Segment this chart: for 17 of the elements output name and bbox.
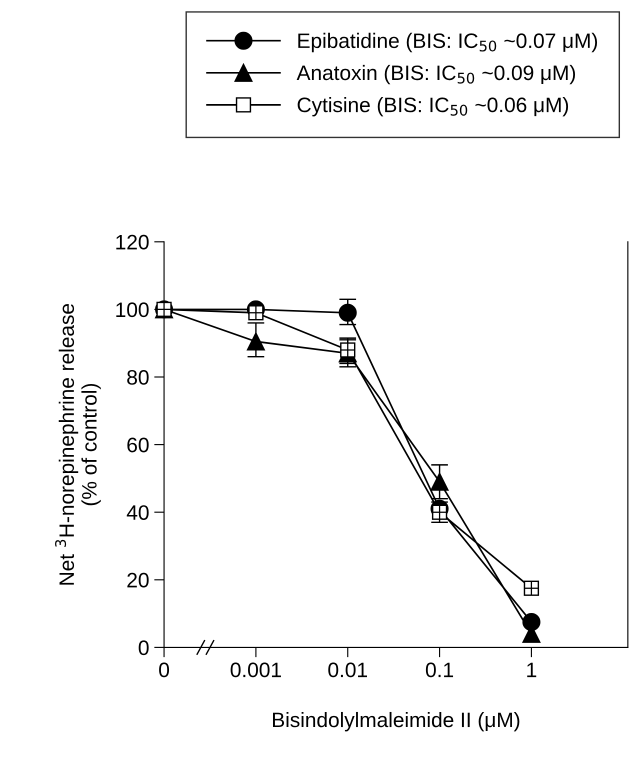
x-tick-label: 0 <box>159 662 170 678</box>
y-tick-label: 60 <box>127 438 149 452</box>
y-tick-label: 20 <box>127 572 149 588</box>
y-tick-label: 0 <box>138 640 149 656</box>
x-tick-label: 0.001 <box>230 662 281 678</box>
x-tick-label: 1 <box>527 662 536 678</box>
x-axis-title: Bisindolylmaleimide II (μM) <box>273 712 520 732</box>
legend-label: Cytisine (BIS: IC$_{50}$ ~0.06 μM) <box>298 96 568 116</box>
y-tick-label: 40 <box>126 505 149 520</box>
y-axis-title: Net $^{3}$H-norepinephrine release (% of control) <box>55 304 101 585</box>
x-tick-label: 0.01 <box>328 662 367 678</box>
y-tick-label: 100 <box>116 302 149 318</box>
y-tick-label: 80 <box>127 370 149 385</box>
y-tick-label: 120 <box>116 234 149 250</box>
legend-label: Epibatidine (BIS: IC$_{50}$ ~0.07 μM) <box>298 32 598 52</box>
x-tick-label: 0.1 <box>426 662 454 678</box>
legend-label: Anatoxin (BIS: IC$_{50}$ ~0.09 μM) <box>296 64 576 84</box>
